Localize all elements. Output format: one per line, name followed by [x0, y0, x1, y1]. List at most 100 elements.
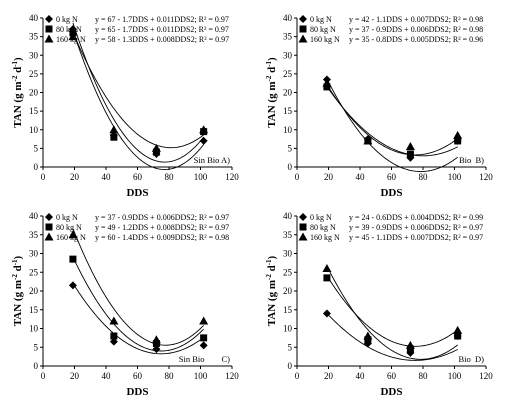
panel-d-y-tick-label: 5: [288, 342, 293, 352]
panel-d-point-80kg: [454, 332, 462, 340]
panel-c-x-tick-label: 0: [41, 371, 46, 381]
panel-b-y-tick-label: 25: [283, 69, 293, 79]
panel-a-y-axis-label: TAN (g m-2 d-1): [11, 57, 24, 128]
panel-b-x-tick-label: 80: [419, 172, 429, 182]
panel-b-y-tick-label: 40: [283, 13, 293, 23]
panel-c-y-axis-label-part: TAN (g m: [12, 280, 24, 326]
panel-b-point-160kg: [453, 130, 463, 139]
panel-b-point-80kg: [406, 150, 414, 158]
panel-b-legend-marker-160kg: [298, 34, 308, 43]
panel-d-fit-curve-160kg: [326, 265, 458, 360]
panel-b-legend-marker-0kg: [299, 15, 307, 23]
panel-c-point-160kg: [199, 316, 209, 325]
panel-b-x-axis-label: DDS: [380, 187, 402, 199]
panel-b-point-80kg: [323, 83, 331, 91]
panel-c: 0 20 40 60 80 100 120 0 5 10 15 20 25 30 35 40 DDS TAN (g…: [11, 211, 239, 398]
panel-c-y-axis-label-part: ): [12, 255, 24, 259]
panel-c-y-axis-label-sup: -1: [11, 259, 19, 265]
panel-d-x-tick-label: 60: [387, 371, 397, 381]
panel-a-y-tick-label: 10: [29, 125, 39, 135]
panel-a-legend-name-0kg: 0 kg N: [56, 15, 78, 24]
panel-a-x-tick-label: 100: [194, 172, 208, 182]
panel-c-point-160kg: [68, 230, 78, 239]
panel-d-legend-name-80kg: 80 kg N: [310, 223, 336, 232]
panel-b-legend-name-80kg: 80 kg N: [310, 25, 336, 34]
panel-d-y-tick-label: 30: [283, 249, 293, 259]
panel-a: 0 20 40 60 80 100 120 0 5 10 15 20 25 30 35 40 DDS TAN (g…: [11, 13, 239, 199]
panel-a-x-tick-label: 0: [41, 172, 46, 182]
panel-b-x-tick-label: 20: [324, 172, 334, 182]
panel-b-y-axis-label: TAN (g m-2 d-1): [265, 57, 278, 128]
panel-b-fit-curve-0kg: [326, 78, 458, 172]
panel-b-x-tick-label: 0: [295, 172, 300, 182]
panel-d-y-tick-label: 35: [283, 230, 293, 240]
panel-c-point-80kg: [200, 334, 208, 342]
panel-d-fit-curve-0kg: [326, 313, 458, 361]
panel-d-y-axis-label-sup: -2: [265, 274, 273, 280]
panel-b-y-axis-label-part: d: [266, 67, 278, 76]
panel-c-legend-equation-80kg: y = 49 - 1.2DDS + 0.008DDS2; R² = 0.97: [95, 223, 229, 232]
panel-a-x-axis-label: DDS: [126, 187, 148, 199]
panel-c-y-tick-label: 25: [29, 267, 39, 277]
panel-a-point-80kg: [110, 133, 118, 141]
panel-c-legend-marker-80kg: [45, 223, 53, 231]
panel-b-label: Bio B): [459, 155, 484, 165]
panel-c-x-tick-label: 120: [225, 371, 239, 381]
panel-c-x-tick-label: 40: [102, 371, 112, 381]
panel-b-legend-name-0kg: 0 kg N: [310, 15, 332, 24]
panel-b-legend-equation-160kg: y = 35 - 0.8DDS + 0.005DDS2; R² = 0.96: [349, 35, 483, 44]
panel-c-y-tick-label: 0: [34, 361, 39, 371]
panel-c-point-160kg: [151, 335, 161, 344]
panel-a-point-160kg: [109, 125, 119, 134]
panel-c-point-80kg: [69, 255, 77, 263]
panel-d-y-tick-label: 15: [283, 305, 293, 315]
panel-d-y-tick-label: 10: [283, 324, 293, 334]
panel-b-y-tick-label: 20: [283, 88, 293, 98]
panel-b-y-axis-label-sup: -2: [265, 75, 273, 81]
panel-d-label: Bio D): [459, 354, 485, 364]
panel-a-point-160kg: [199, 125, 209, 134]
panel-a-label: Sin Bio A): [194, 155, 231, 165]
panel-a-y-tick-label: 20: [29, 88, 39, 98]
panel-b-y-tick-label: 0: [288, 162, 293, 172]
panel-a-point-80kg: [152, 148, 160, 156]
panel-d-point-80kg: [406, 345, 414, 353]
panel-a-y-axis-label-part: TAN (g m: [12, 82, 24, 128]
panel-d-legend-marker-80kg: [299, 223, 307, 231]
panel-c-x-tick-label: 20: [70, 371, 80, 381]
panel-c-x-axis-label: DDS: [126, 386, 148, 398]
panel-d-x-tick-label: 100: [448, 371, 462, 381]
panel-a-y-tick-label: 5: [34, 143, 39, 153]
panel-d-y-tick-label: 25: [283, 267, 293, 277]
panel-d-legend-equation-0kg: y = 24 - 0.6DDS + 0.004DDS2; R² = 0.99: [349, 213, 483, 222]
panel-d: 0 20 40 60 80 100 120 0 5 10 15 20 25 30 35 40 DDS TAN (g…: [265, 211, 493, 398]
panel-a-y-tick-label: 15: [29, 106, 39, 116]
panel-a-x-tick-label: 120: [225, 172, 239, 182]
panel-a-y-tick-label: 30: [29, 50, 39, 60]
panel-c-point-0kg: [152, 345, 161, 354]
panel-d-point-80kg: [323, 274, 331, 282]
panel-d-y-axis-label-part: TAN (g m: [266, 280, 278, 326]
panel-d-fit-curve-80kg: [326, 275, 458, 347]
panel-b-point-160kg: [363, 136, 373, 145]
panel-c-x-tick-label: 100: [194, 371, 208, 381]
panel-c-point-0kg: [199, 341, 208, 350]
panel-c-x-tick-label: 60: [133, 371, 143, 381]
panel-d-y-tick-label: 40: [283, 211, 293, 221]
panel-c-legend-name-160kg: 160 kg N: [56, 233, 86, 242]
panel-c-label: Sin Bio C): [179, 354, 230, 364]
panel-a-fit-curve-80kg: [72, 30, 205, 170]
panel-c-y-tick-label: 30: [29, 249, 39, 259]
panel-b-legend-name-160kg: 160 kg N: [310, 35, 340, 44]
panel-b-y-tick-label: 30: [283, 50, 293, 60]
panel-c-y-tick-label: 10: [29, 324, 39, 334]
panel-c-y-axis-label-part: d: [12, 265, 24, 274]
panel-b-x-tick-label: 100: [448, 172, 462, 182]
panel-a-legend-marker-0kg: [45, 15, 53, 23]
panel-a-fit-curve-160kg: [72, 32, 204, 149]
panel-c-point-160kg: [109, 316, 119, 325]
panel-b-x-tick-label: 120: [479, 172, 493, 182]
panel-a-y-tick-label: 0: [34, 162, 39, 172]
panel-c-y-tick-label: 20: [29, 286, 39, 296]
